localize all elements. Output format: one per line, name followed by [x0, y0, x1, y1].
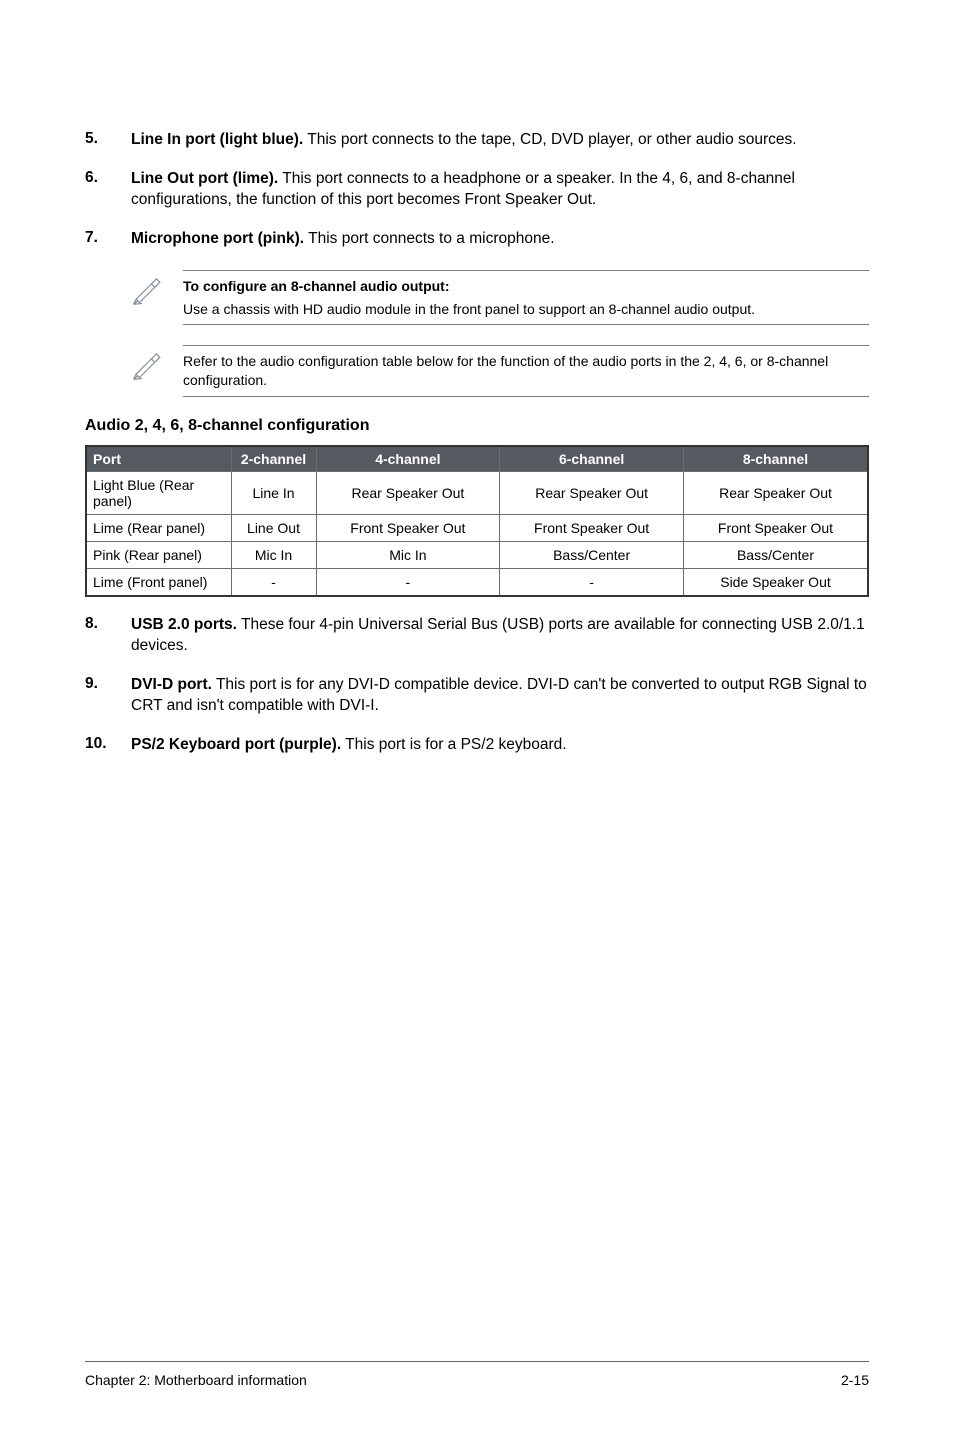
item-body: Line In port (light blue). This port con… [131, 130, 869, 151]
item-title: PS/2 Keyboard port (purple). [131, 736, 341, 753]
cell-port: Pink (Rear panel) [86, 542, 231, 569]
item-number: 10. [85, 735, 131, 756]
cell: Mic In [231, 542, 316, 569]
cell: Bass/Center [500, 542, 684, 569]
cell: Rear Speaker Out [684, 472, 869, 515]
table-row: Lime (Front panel) - - - Side Speaker Ou… [86, 569, 868, 597]
list-item-10: 10. PS/2 Keyboard port (purple). This po… [85, 735, 869, 756]
cell: Rear Speaker Out [316, 472, 500, 515]
item-text: This port is for any DVI-D compatible de… [131, 676, 867, 714]
item-body: DVI-D port. This port is for any DVI-D c… [131, 675, 869, 717]
note-configure-8ch: To configure an 8-channel audio output: … [131, 270, 869, 326]
note-title: To configure an 8-channel audio output: [183, 277, 869, 296]
note-body: Use a chassis with HD audio module in th… [183, 300, 869, 319]
item-number: 8. [85, 615, 131, 657]
note-body: Refer to the audio configuration table b… [183, 352, 869, 390]
item-text: This port connects to the tape, CD, DVD … [303, 131, 796, 148]
cell: Mic In [316, 542, 500, 569]
item-number: 5. [85, 130, 131, 151]
table-heading: Audio 2, 4, 6, 8-channel configuration [85, 417, 869, 435]
note-text: To configure an 8-channel audio output: … [183, 270, 869, 326]
item-body: PS/2 Keyboard port (purple). This port i… [131, 735, 869, 756]
col-8ch: 8-channel [684, 446, 869, 472]
item-number: 6. [85, 169, 131, 211]
cell: - [316, 569, 500, 597]
cell: - [231, 569, 316, 597]
cell-port: Lime (Rear panel) [86, 515, 231, 542]
col-4ch: 4-channel [316, 446, 500, 472]
cell: Rear Speaker Out [500, 472, 684, 515]
pen-icon [131, 345, 183, 397]
audio-config-table: Port 2-channel 4-channel 6-channel 8-cha… [85, 445, 869, 597]
cell: Line Out [231, 515, 316, 542]
list-item-6: 6. Line Out port (lime). This port conne… [85, 169, 869, 211]
item-text: This port connects to a microphone. [304, 230, 554, 247]
cell: Side Speaker Out [684, 569, 869, 597]
table-header-row: Port 2-channel 4-channel 6-channel 8-cha… [86, 446, 868, 472]
note-refer-table: Refer to the audio configuration table b… [131, 345, 869, 397]
item-body: USB 2.0 ports. These four 4-pin Universa… [131, 615, 869, 657]
item-text: This port is for a PS/2 keyboard. [341, 736, 566, 753]
item-body: Microphone port (pink). This port connec… [131, 229, 869, 250]
cell: - [500, 569, 684, 597]
page-footer: Chapter 2: Motherboard information 2-15 [85, 1361, 869, 1388]
item-body: Line Out port (lime). This port connects… [131, 169, 869, 211]
item-title: Line Out port (lime). [131, 170, 278, 187]
cell-port: Light Blue (Rear panel) [86, 472, 231, 515]
cell-port: Lime (Front panel) [86, 569, 231, 597]
footer-left: Chapter 2: Motherboard information [85, 1372, 307, 1388]
cell: Line In [231, 472, 316, 515]
cell: Front Speaker Out [316, 515, 500, 542]
table-row: Pink (Rear panel) Mic In Mic In Bass/Cen… [86, 542, 868, 569]
pen-icon [131, 270, 183, 326]
item-number: 9. [85, 675, 131, 717]
col-port: Port [86, 446, 231, 472]
list-item-8: 8. USB 2.0 ports. These four 4-pin Unive… [85, 615, 869, 657]
col-6ch: 6-channel [500, 446, 684, 472]
cell: Bass/Center [684, 542, 869, 569]
footer-right: 2-15 [841, 1372, 869, 1388]
table-row: Light Blue (Rear panel) Line In Rear Spe… [86, 472, 868, 515]
item-title: Microphone port (pink). [131, 230, 304, 247]
item-title: USB 2.0 ports. [131, 616, 237, 633]
item-title: DVI-D port. [131, 676, 212, 693]
item-number: 7. [85, 229, 131, 250]
col-2ch: 2-channel [231, 446, 316, 472]
list-item-7: 7. Microphone port (pink). This port con… [85, 229, 869, 250]
cell: Front Speaker Out [500, 515, 684, 542]
list-item-9: 9. DVI-D port. This port is for any DVI-… [85, 675, 869, 717]
note-text: Refer to the audio configuration table b… [183, 345, 869, 397]
item-title: Line In port (light blue). [131, 131, 303, 148]
item-text: These four 4-pin Universal Serial Bus (U… [131, 616, 865, 654]
cell: Front Speaker Out [684, 515, 869, 542]
table-row: Lime (Rear panel) Line Out Front Speaker… [86, 515, 868, 542]
list-item-5: 5. Line In port (light blue). This port … [85, 130, 869, 151]
